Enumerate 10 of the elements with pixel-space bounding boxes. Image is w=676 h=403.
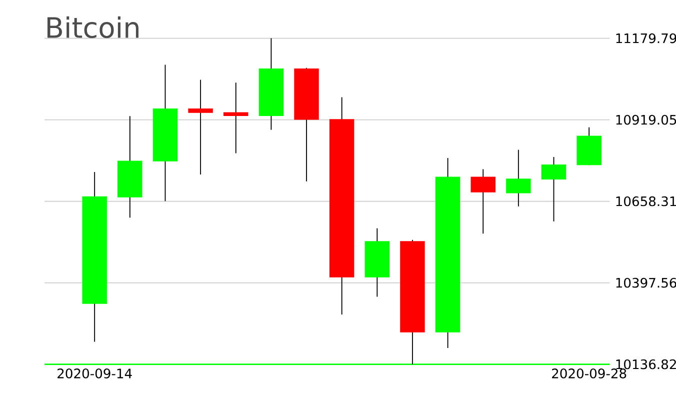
candlestick bbox=[224, 82, 248, 154]
y-tick-label: 10136.82 bbox=[616, 360, 676, 370]
y-tick-label: 10397.56 bbox=[616, 278, 676, 288]
x-tick-label: 2020-09-28 bbox=[552, 368, 626, 379]
candlestick bbox=[188, 80, 213, 176]
x-tick-label: 2020-09-14 bbox=[58, 368, 132, 379]
y-tick-label: 10919.05 bbox=[616, 115, 676, 125]
y-tick-label: 11179.79 bbox=[616, 34, 676, 44]
y-tick-label: 10658.31 bbox=[616, 196, 676, 206]
chart-title: Bitcoin bbox=[47, 16, 138, 38]
